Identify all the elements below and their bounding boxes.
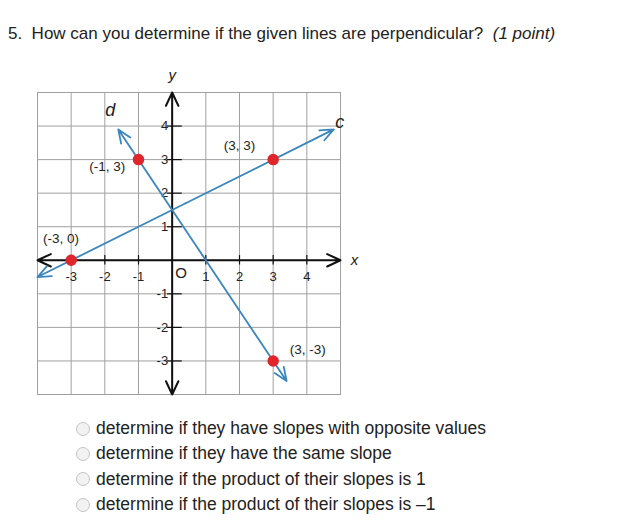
- svg-text:(3, 3): (3, 3): [224, 138, 256, 153]
- svg-text:(3, -3): (3, -3): [290, 342, 326, 357]
- svg-text:4: 4: [161, 118, 168, 133]
- svg-text:(-3, 0): (-3, 0): [43, 231, 79, 246]
- svg-text:1: 1: [161, 219, 168, 234]
- svg-text:y: y: [167, 66, 177, 83]
- svg-text:4: 4: [303, 269, 310, 284]
- svg-text:O: O: [175, 264, 187, 281]
- svg-text:3: 3: [270, 269, 277, 284]
- svg-text:1: 1: [202, 269, 209, 284]
- svg-text:c: c: [335, 112, 344, 132]
- svg-text:2: 2: [236, 269, 243, 284]
- svg-text:-1: -1: [157, 286, 169, 301]
- svg-text:3: 3: [161, 152, 168, 167]
- html-text:5. How can you determine if th: 5. How can you determine if the given li…: [8, 24, 556, 43]
- html-text:determine if they have slopes: determine if they have slopes with oppos…: [96, 418, 487, 439]
- svg-text:x: x: [350, 251, 359, 268]
- svg-text:-2: -2: [99, 269, 111, 284]
- svg-text:-1: -1: [133, 269, 145, 284]
- html-text:determine if the product of th: determine if the product of their slopes…: [96, 494, 436, 514]
- html-text:determine if they have the sam: determine if they have the same slope: [96, 443, 392, 464]
- svg-text:(-1, 3): (-1, 3): [89, 159, 125, 174]
- svg-text:-3: -3: [157, 353, 169, 368]
- svg-text:-2: -2: [157, 320, 169, 335]
- svg-text:-3: -3: [65, 269, 77, 284]
- html-text:determine if the product of th: determine if the product of their slopes…: [96, 468, 426, 489]
- svg-text:2: 2: [160, 185, 169, 201]
- svg-text:d: d: [105, 100, 116, 120]
